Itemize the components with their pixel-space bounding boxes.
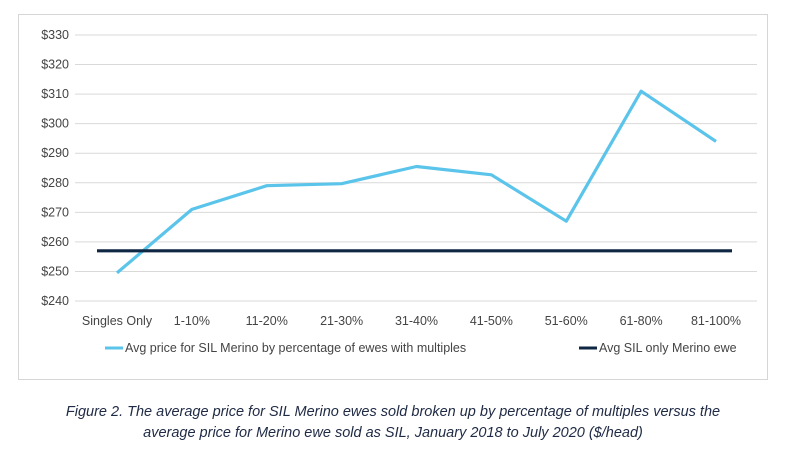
- x-tick-label: 41-50%: [470, 314, 513, 328]
- x-tick-label: 21-30%: [320, 314, 363, 328]
- y-tick-label: $250: [41, 264, 69, 278]
- y-tick-label: $310: [41, 87, 69, 101]
- x-tick-label: 51-60%: [545, 314, 588, 328]
- x-tick-label: 11-20%: [246, 314, 288, 328]
- x-tick-label: 61-80%: [620, 314, 663, 328]
- x-tick-label: 31-40%: [395, 314, 438, 328]
- x-tick-label: Singles Only: [82, 314, 153, 328]
- figure-caption: Figure 2. The average price for SIL Meri…: [0, 402, 786, 444]
- caption-line-2: average price for Merino ewe sold as SIL…: [143, 425, 643, 441]
- legend: Avg price for SIL Merino by percentage o…: [105, 341, 737, 355]
- x-tick-label: 1-10%: [174, 314, 210, 328]
- y-tick-label: $280: [41, 176, 69, 190]
- y-tick-label: $300: [41, 117, 69, 131]
- series-lines: [97, 89, 732, 275]
- caption-line-1: Figure 2. The average price for SIL Meri…: [65, 404, 721, 420]
- x-tick-label: 81-100%: [691, 314, 741, 328]
- series-line-1: [115, 89, 717, 275]
- legend-label-series-2: Avg SIL only Merino ewe: [599, 341, 737, 355]
- y-axis-ticks: $240 $250 $260 $270 $280 $290 $300 $310 $320 $330: [41, 28, 69, 308]
- y-tick-label: $260: [41, 235, 69, 249]
- line-chart: $240 $250 $260 $270 $280 $290 $300 $310 $320 $330…: [41, 28, 757, 355]
- y-tick-label: $290: [41, 146, 69, 160]
- y-tick-label: $240: [41, 294, 69, 308]
- y-tick-label: $320: [41, 58, 69, 72]
- chart-frame: $240 $250 $260 $270 $280 $290 $300 $310 $320 $330…: [18, 14, 768, 380]
- x-axis-ticks: Singles Only 1-10% 11-20% 21-30% 31-40% 41-50…: [82, 314, 741, 328]
- y-tick-label: $270: [41, 205, 69, 219]
- y-tick-label: $330: [41, 28, 69, 42]
- legend-label-series-1: Avg price for SIL Merino by percentage o…: [125, 341, 466, 355]
